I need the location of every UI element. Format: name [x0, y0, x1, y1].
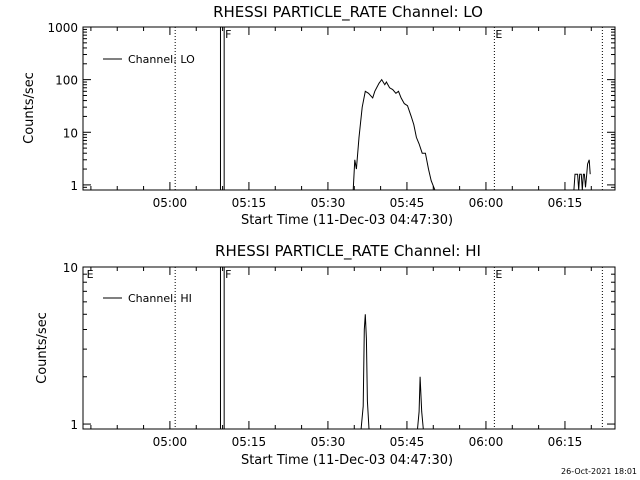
panel-hi-xlabel: Start Time (11-Dec-03 04:47:30): [241, 453, 453, 468]
panel-hi-xtick-label: 05:45: [390, 435, 425, 449]
panel-lo-marker-label: E: [495, 28, 502, 41]
panel-hi-xtick-label: 06:00: [469, 435, 504, 449]
panel-lo-legend-label: Channel: LO: [128, 53, 195, 66]
panel-hi: RHESSI PARTICLE_RATE Channel: HI 05:00 05…: [35, 242, 616, 468]
panel-lo-xtick-label: 06:15: [548, 196, 583, 210]
panel-hi-xtick-label: 05:15: [232, 435, 267, 449]
panel-hi-xtick-label: 05:00: [153, 435, 188, 449]
panel-lo-ytick-label: 1000: [47, 21, 78, 35]
panel-hi-ytick-label: 10: [63, 261, 78, 275]
date-stamp: 26-Oct-2021 18:01: [561, 467, 637, 476]
panel-lo-frame: [82, 26, 616, 191]
panel-hi-marker-label: E: [87, 268, 94, 281]
panel-hi-ylabel: Counts/sec: [35, 312, 50, 384]
panel-hi-frame: [82, 266, 616, 430]
panel-lo-xtick-label: 06:00: [469, 196, 504, 210]
panel-lo-ticks: 05:00 05:15 05:30 05:45 06:00 06:15 1 10 100 1000: [47, 21, 615, 210]
panel-hi-xtick-label: 06:15: [548, 435, 583, 449]
panel-lo-ytick-label: 100: [55, 74, 78, 88]
panel-lo-series-tail: [573, 159, 591, 191]
panel-hi-title: RHESSI PARTICLE_RATE Channel: HI: [215, 242, 481, 261]
panel-hi-marker-label: E: [495, 268, 502, 281]
panel-lo-title: RHESSI PARTICLE_RATE Channel: LO: [213, 3, 483, 22]
panel-lo-xtick-label: 05:15: [232, 196, 267, 210]
panel-lo-xlabel: Start Time (11-Dec-03 04:47:30): [241, 213, 453, 228]
panel-lo-xtick-label: 05:45: [390, 196, 425, 210]
panel-lo-marker-label: F: [225, 28, 231, 41]
panel-lo-ylabel: Counts/sec: [22, 72, 37, 144]
panel-hi-series-line: [360, 314, 424, 430]
panel-lo-series-line: [352, 78, 441, 191]
panel-hi-xtick-label: 05:30: [311, 435, 346, 449]
panel-lo-ytick-label: 10: [63, 126, 78, 140]
panel-hi-marker-label: F: [225, 268, 231, 281]
panel-hi-ticks: 05:00 05:15 05:30 05:45 06:00 06:15 1 10: [63, 261, 615, 449]
panel-hi-legend-label: Channel: HI: [128, 292, 192, 305]
panel-hi-ytick-label: 1: [70, 418, 78, 432]
panel-lo-xtick-label: 05:30: [311, 196, 346, 210]
panel-lo: RHESSI PARTICLE_RATE Channel: LO 05:00 05…: [22, 3, 616, 228]
panel-lo-xtick-label: 05:00: [153, 196, 188, 210]
panel-lo-ytick-label: 1: [70, 179, 78, 193]
